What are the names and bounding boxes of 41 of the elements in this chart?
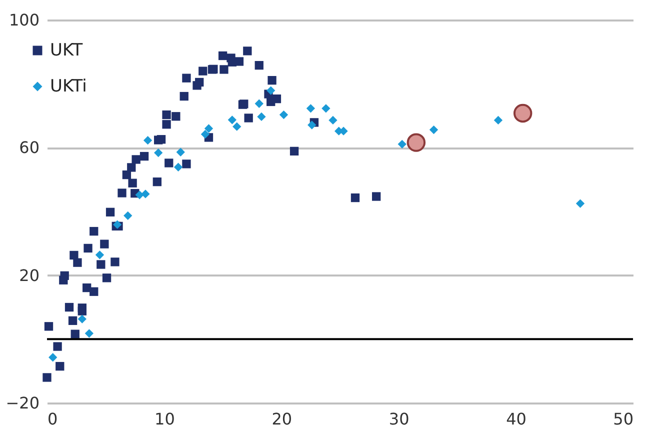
y-tick-label: 60 (19, 138, 40, 158)
point (48, 353, 58, 362)
point (143, 136, 152, 145)
point (257, 112, 266, 122)
point (228, 116, 237, 124)
point (322, 104, 330, 113)
point (576, 199, 585, 208)
point (95, 250, 104, 260)
point (254, 99, 264, 108)
legend-label: UKTi (50, 76, 87, 96)
point (308, 120, 316, 130)
x-tick-label: 10 (154, 410, 175, 428)
x-tick-label: 50 (613, 410, 634, 428)
point (279, 110, 288, 120)
point (135, 190, 144, 200)
point (328, 116, 338, 125)
x-tick-label: 20 (272, 410, 292, 428)
point (232, 122, 242, 131)
point (78, 314, 86, 324)
point (306, 104, 316, 113)
x-tick-label: 40 (506, 410, 526, 428)
point (174, 162, 183, 172)
point (124, 211, 132, 220)
point (176, 148, 185, 156)
point (266, 86, 276, 95)
y-tick-label: 100 (8, 10, 40, 30)
point (154, 148, 163, 158)
point (513, 104, 532, 123)
point (429, 125, 438, 134)
point (494, 116, 503, 125)
y-tick-label: −20 (6, 394, 40, 412)
x-tick-label: 30 (388, 410, 410, 428)
y-tick-label: 20 (19, 266, 40, 285)
point (200, 130, 210, 139)
legend-label: UKT (50, 40, 84, 60)
point (204, 124, 214, 133)
point (406, 133, 426, 152)
point (398, 140, 406, 148)
x-tick-label: 0 (48, 410, 58, 428)
point (141, 190, 150, 198)
point (84, 329, 94, 338)
